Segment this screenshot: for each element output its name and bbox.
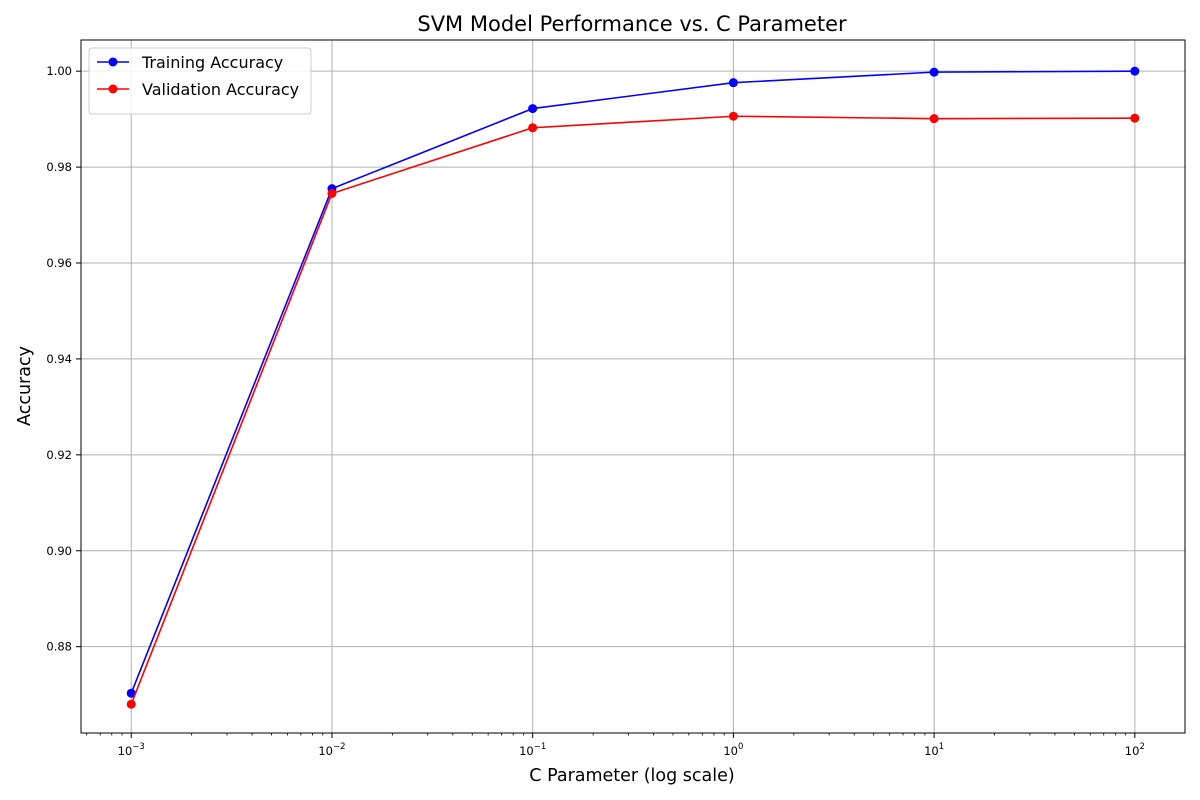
legend-box bbox=[88, 47, 312, 115]
data-point bbox=[929, 114, 939, 124]
y-tick-label: 0.98 bbox=[46, 160, 72, 174]
y-tick-label: 0.96 bbox=[46, 256, 72, 270]
plot-frame bbox=[80, 39, 1186, 734]
legend-marker bbox=[108, 57, 118, 67]
series-line bbox=[130, 70, 1135, 694]
y-tick-label: 0.94 bbox=[46, 352, 72, 366]
series-layer bbox=[126, 66, 1140, 709]
chart-title: SVM Model Performance vs. C Parameter bbox=[417, 12, 847, 36]
series-line bbox=[130, 115, 1135, 705]
legend: Training Accuracy Validation Accuracy bbox=[88, 47, 312, 115]
x-tick-label: 10−1 bbox=[519, 742, 546, 758]
data-point bbox=[1130, 113, 1140, 123]
x-tick-label: 10−2 bbox=[318, 742, 345, 758]
legend-marker bbox=[108, 84, 118, 94]
grid bbox=[81, 40, 1185, 733]
data-point bbox=[929, 67, 939, 77]
x-tick-label: 100 bbox=[723, 742, 743, 758]
x-tick-label: 10−3 bbox=[118, 742, 145, 758]
data-point bbox=[528, 123, 538, 133]
data-point bbox=[126, 699, 136, 709]
x-axis-title: C Parameter (log scale) bbox=[529, 766, 734, 786]
y-axis-title: Accuracy bbox=[15, 346, 35, 426]
data-point bbox=[528, 104, 538, 114]
legend-label: Validation Accuracy bbox=[142, 80, 299, 99]
y-axis: 0.88 0.90 0.92 0.94 0.96 0.98 1.00 bbox=[46, 64, 81, 654]
data-point bbox=[126, 688, 136, 698]
data-point bbox=[728, 111, 738, 121]
data-point bbox=[1130, 66, 1140, 76]
y-tick-label: 1.00 bbox=[46, 64, 72, 78]
y-tick-label: 0.90 bbox=[46, 544, 72, 558]
y-tick-label: 0.88 bbox=[46, 640, 72, 654]
x-tick-label: 102 bbox=[1125, 742, 1145, 758]
data-point bbox=[327, 188, 337, 198]
y-tick-label: 0.92 bbox=[46, 448, 72, 462]
legend-label: Training Accuracy bbox=[141, 53, 283, 72]
data-point bbox=[728, 78, 738, 88]
x-axis: 10−3 10−2 10−1 100 101 102 bbox=[86, 733, 1145, 758]
x-tick-label: 101 bbox=[924, 742, 944, 758]
